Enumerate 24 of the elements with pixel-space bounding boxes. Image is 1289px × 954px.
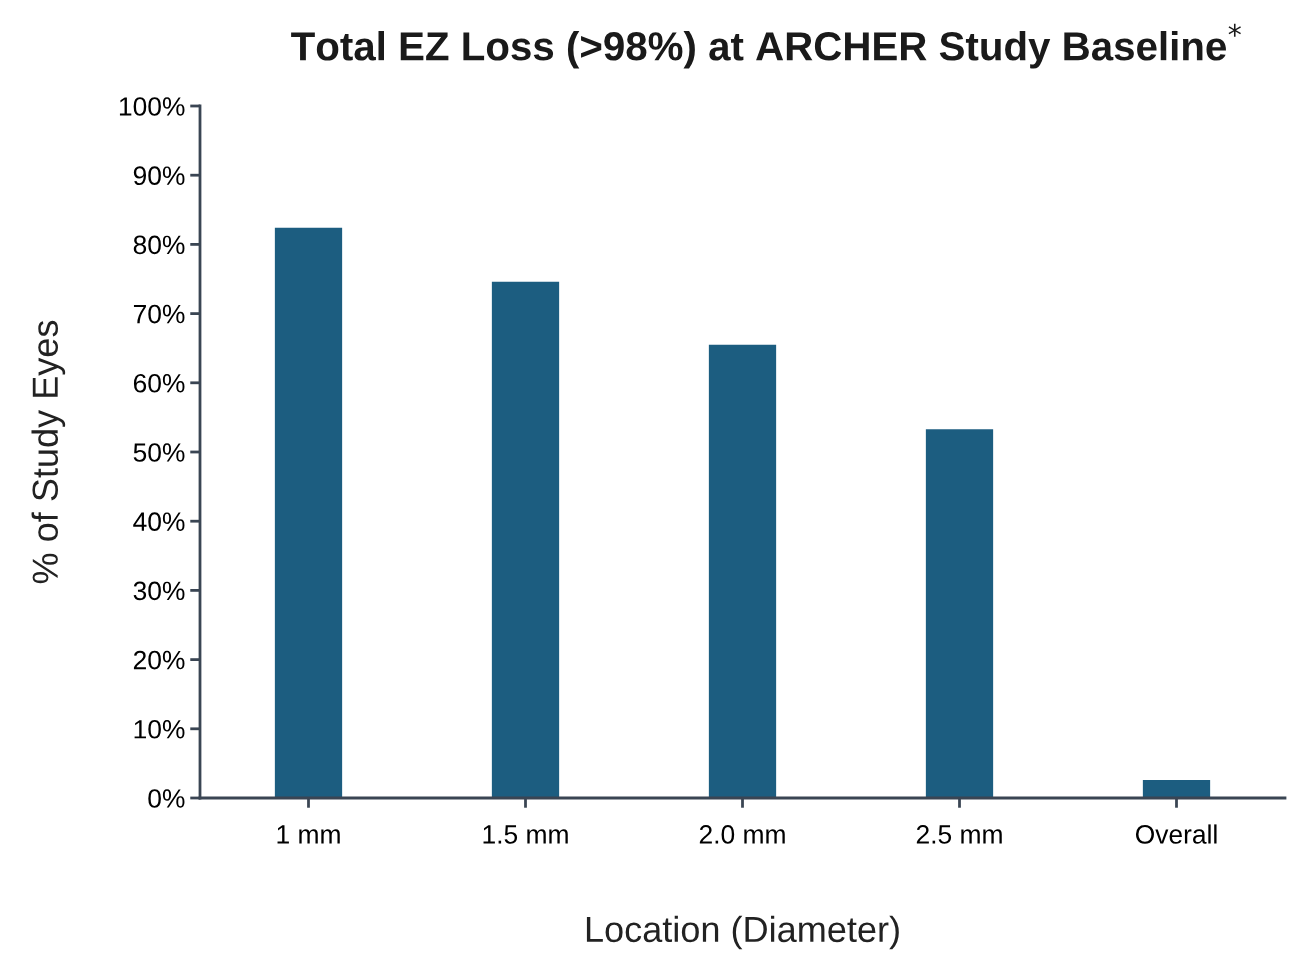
y-tick-label: 70% bbox=[133, 304, 185, 324]
y-tick-label: 80% bbox=[133, 235, 185, 255]
y-tick-label: 50% bbox=[133, 443, 185, 462]
chart-title: Total EZ Loss (>98%) at ARCHER Study Baseline$^{*}$ bbox=[291, 23, 1241, 69]
y-tick-label: 0% bbox=[148, 789, 185, 808]
y-tick-label: 20% bbox=[133, 650, 185, 670]
bar bbox=[925, 429, 994, 798]
y-tick-label: 100% bbox=[119, 97, 185, 116]
x-tick-label: 2.0 mm bbox=[699, 825, 785, 844]
x-axis-title: Location (Diameter) bbox=[586, 915, 899, 950]
bar bbox=[491, 281, 560, 798]
bar bbox=[708, 344, 777, 798]
x-tick-label: 2.5 mm bbox=[916, 825, 1002, 844]
y-axis-title: % of Study Eyes bbox=[31, 320, 66, 584]
y-tick-label: 40% bbox=[133, 512, 185, 532]
y-tick-label: 60% bbox=[133, 373, 185, 393]
y-tick-label: 30% bbox=[133, 581, 185, 601]
bar bbox=[1142, 780, 1211, 798]
bar bbox=[274, 227, 343, 798]
y-tick-label: 90% bbox=[133, 166, 185, 186]
x-tick-label: Overall bbox=[1135, 824, 1217, 844]
x-tick-label: 1.5 mm bbox=[483, 825, 568, 844]
y-tick-label: 10% bbox=[134, 719, 185, 739]
x-tick-label: 1 mm bbox=[277, 825, 340, 844]
